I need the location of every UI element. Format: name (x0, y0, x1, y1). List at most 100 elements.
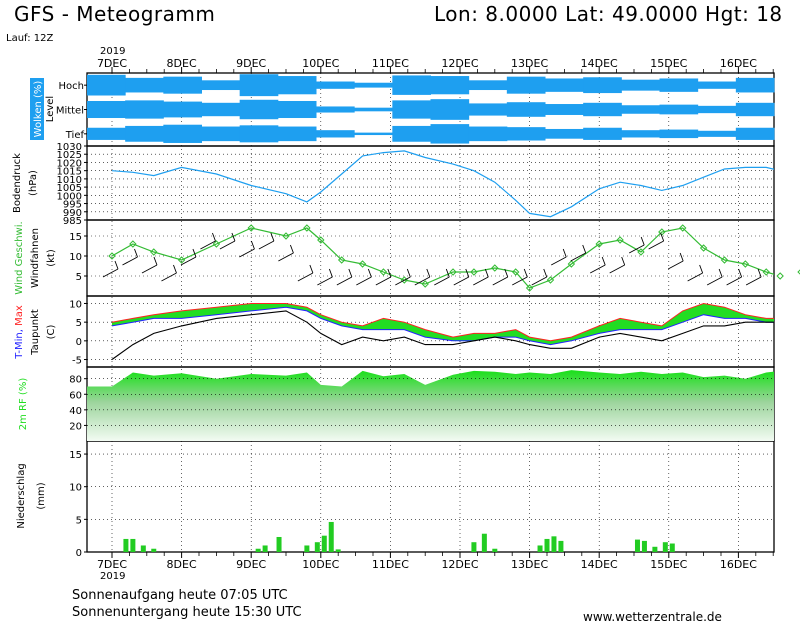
day-label-top: 7DEC (97, 57, 127, 70)
cloud-cover-block (163, 124, 202, 143)
wind-barb-flag (367, 268, 372, 278)
dewpoint-line (111, 310, 774, 360)
wind-barb-flag (543, 268, 548, 278)
y-tick-label: 40 (69, 406, 82, 417)
wind-speed-marker (776, 272, 784, 280)
cloud-cover-block (735, 102, 775, 117)
y-tick-label: 990 (63, 208, 82, 219)
website-link[interactable]: www.wetterzentrale.de (583, 610, 722, 624)
humidity-area (87, 370, 774, 441)
wind-speed-line (111, 227, 774, 289)
wind-speed-marker (358, 260, 367, 268)
precip-bar (335, 549, 341, 552)
cloud-cover-block (583, 102, 622, 117)
precip-bar (662, 542, 668, 552)
precip-bar (314, 542, 320, 552)
wind-barb (122, 256, 138, 266)
wind-barb-flag (718, 268, 723, 278)
wind-barb (648, 240, 664, 250)
cloud-cover-block (659, 78, 699, 92)
day-label-top: 14DEC (581, 57, 618, 70)
cloud-cover-block (239, 99, 279, 120)
day-label-top: 8DEC (167, 57, 197, 70)
precip-bar (304, 545, 310, 552)
wind-barb (531, 276, 547, 286)
wind-barb-flag (328, 268, 333, 278)
wind-barb-flag (153, 256, 158, 266)
y-tick-label: 1000 (57, 191, 82, 202)
y-tick-label: 995 (63, 200, 82, 211)
day-label-top: 12DEC (441, 57, 478, 70)
pressure-line (111, 150, 774, 218)
cloud-cover-block (583, 77, 622, 94)
cloud-cover-block (125, 77, 164, 93)
cloud-cover-block (277, 76, 317, 95)
wind-speed-marker (150, 248, 158, 256)
wind-speed-marker (679, 224, 687, 232)
wind-barb-flag (699, 264, 704, 274)
y-tick-label: 5 (76, 515, 82, 526)
wind-barb-flag (484, 268, 489, 278)
wind-speed-marker (762, 268, 770, 276)
wind-speed-marker (129, 240, 137, 248)
cloud-cover-block (316, 130, 355, 138)
wind-speed-marker (525, 284, 534, 292)
sunset-text: Sonnenuntergang heute 15:30 UTC (72, 605, 302, 620)
y-tick-label: 1010 (57, 175, 82, 186)
y-tick-label: 10 (69, 483, 82, 494)
wind-speed-marker (491, 264, 499, 272)
y-tick-label: 1015 (57, 167, 82, 178)
wind-speed-marker (337, 256, 346, 264)
wind-barb (200, 240, 216, 250)
wind-barb-flag (640, 236, 645, 246)
wind-speed-marker (470, 268, 478, 276)
y-tick-label: 0 (76, 548, 82, 559)
wind-barb (745, 276, 762, 286)
precip-unit-label: (mm) (36, 482, 47, 509)
wind-barb-flag (660, 232, 665, 242)
wind-speed-marker (177, 256, 186, 264)
wind-speed-marker (511, 268, 520, 276)
cloud-level-label: Hoch (59, 81, 84, 92)
model-run: Lauf: 12Z (6, 33, 54, 44)
cloud-cover-block (354, 132, 393, 136)
wind-barb (453, 276, 469, 286)
pressure-axis-label: Bodendruck (12, 153, 23, 213)
cloud-cover-block (468, 103, 508, 116)
cloud-cover-block (697, 130, 737, 137)
precip-bar (634, 539, 640, 552)
precip-bar (471, 542, 477, 552)
wind-barb-flag (114, 260, 119, 270)
day-label-top: 9DEC (236, 57, 266, 70)
cloud-level-label: Tief (65, 130, 85, 141)
wind-barb-flag (445, 268, 450, 278)
wind-barb-flag (192, 248, 197, 258)
wind-barb-flag (270, 232, 275, 242)
day-label-top: 13DEC (511, 57, 548, 70)
wind-barb (434, 276, 450, 286)
day-label-bottom: 11DEC (372, 558, 409, 571)
cloud-cover-block (125, 100, 164, 119)
day-label-bottom: 16DEC (720, 558, 757, 571)
day-label-top: 10DEC (302, 57, 339, 70)
cloud-cover-block (545, 78, 584, 92)
precip-bar (551, 536, 557, 552)
day-label-bottom: 7DEC (97, 558, 127, 571)
wind-speed-marker (449, 268, 457, 276)
wind-speed-marker (720, 256, 729, 264)
wind-barb-flag (679, 252, 684, 262)
wind-barb (258, 240, 275, 250)
precip-bar (537, 545, 543, 552)
day-label-top: 15DEC (650, 57, 687, 70)
y-tick-label: 1025 (57, 150, 82, 161)
precip-bar (492, 548, 498, 552)
cloud-cover-block (506, 76, 546, 94)
y-tick-label: 15 (69, 450, 82, 461)
dewpoint-axis-label: Taupunkt (30, 309, 41, 356)
y-tick-label: 15 (69, 232, 82, 243)
wind-barb (667, 260, 684, 270)
cloud-cover-block (621, 79, 660, 91)
temperature-unit-label: (C) (46, 325, 57, 340)
panel-frame (86, 219, 775, 297)
